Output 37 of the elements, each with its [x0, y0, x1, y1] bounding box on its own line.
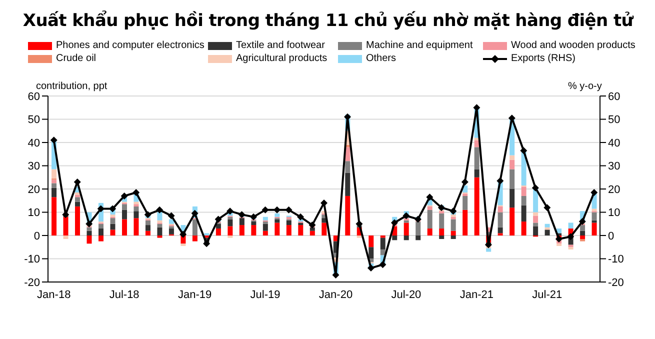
legend-label: Wood and wooden products [511, 40, 636, 51]
legend-label: Crude oil [56, 53, 96, 64]
y2-tick-label: 60 [608, 90, 620, 103]
legend-label: Others [366, 53, 396, 64]
x-tick-label: Jul-21 [532, 288, 562, 301]
y2-axis-title: % y-o-y [568, 81, 602, 92]
legend-label: Phones and computer electronics [56, 40, 204, 51]
x-tick-label: Jan-21 [460, 288, 494, 301]
y-tick-label: -20 [24, 276, 40, 289]
y-tick-label: 30 [28, 160, 40, 173]
y-axis-title: contribution, ppt [36, 81, 108, 92]
y-tick-label: -10 [24, 254, 40, 266]
legend-label: Machine and equipment [366, 40, 473, 51]
x-tick-label: Jul-20 [391, 288, 422, 301]
y-tick-label: 10 [28, 207, 40, 220]
legend-label: Agricultural products [236, 53, 328, 64]
x-tick-label: Jul-18 [109, 288, 140, 301]
y2-tick-label: -10 [608, 254, 624, 266]
y-tick-label: 50 [28, 114, 40, 126]
x-tick-label: Jan-19 [178, 288, 212, 301]
legend-label: Exports (RHS) [511, 53, 576, 64]
y2-tick-label: 0 [608, 230, 614, 242]
chart-title: Xuất khẩu phục hồi trong tháng 11 chủ yếu nhờ mặt hàng điện tử [22, 10, 635, 33]
y2-tick-label: 50 [608, 114, 620, 126]
y-tick-label: 20 [28, 184, 40, 196]
legend-label: Textile and footwear [236, 40, 325, 51]
y2-tick-label: 10 [608, 207, 620, 220]
x-tick-label: Jan-18 [37, 288, 71, 301]
y2-tick-label: 30 [608, 160, 620, 173]
y-tick-label: 40 [28, 137, 40, 150]
x-tick-label: Jul-19 [250, 288, 280, 301]
y-tick-label: 0 [34, 230, 40, 242]
y-tick-label: 60 [28, 90, 40, 103]
y2-tick-label: 20 [608, 184, 620, 196]
x-tick-label: Jan-20 [318, 288, 353, 301]
y2-tick-label: -20 [608, 276, 624, 289]
y2-tick-label: 40 [608, 137, 620, 150]
